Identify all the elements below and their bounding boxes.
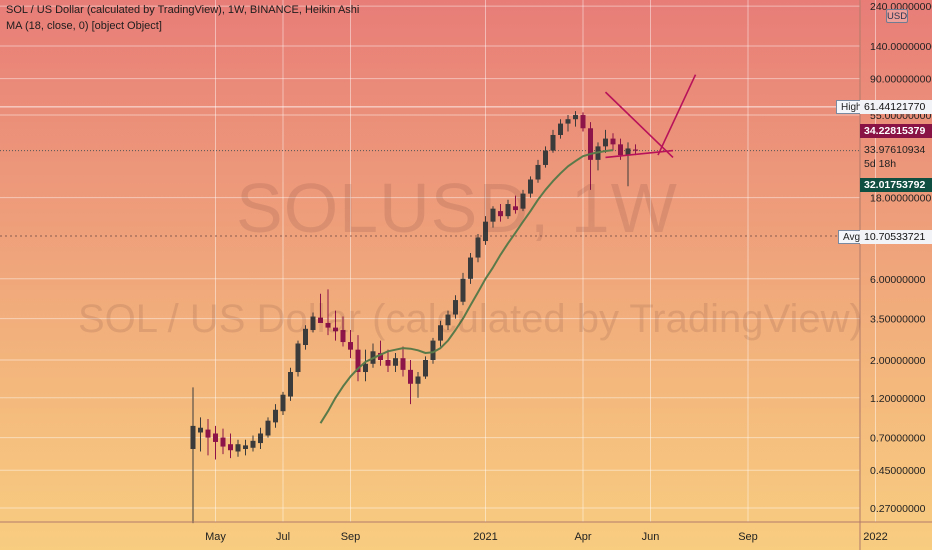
candle-body [475, 237, 481, 258]
candle-body [355, 349, 361, 373]
candle-body [543, 150, 548, 165]
y-tick-label: 1.20000000 [870, 393, 926, 405]
trendline-drawing[interactable] [657, 74, 697, 156]
y-tick-label: 90.00000000 [870, 74, 931, 86]
candle-body [513, 206, 518, 211]
x-tick-label: Sep [738, 531, 758, 543]
candle-body [565, 119, 571, 124]
candle-body [415, 376, 421, 384]
x-tick-label: Jun [642, 531, 660, 543]
indicator-legend[interactable]: MA (18, close, 0) [object Object] [6, 20, 162, 32]
candle-body [190, 425, 196, 449]
y-tick-label: 0.45000000 [870, 465, 926, 477]
candle-body [445, 314, 451, 326]
candle-body [573, 115, 578, 120]
candle-body [310, 316, 316, 331]
candle-body [250, 440, 256, 448]
candle-body [498, 211, 503, 217]
candle-body [363, 363, 368, 373]
trendline-drawing[interactable] [604, 91, 674, 159]
candle-body [295, 343, 301, 373]
candle-body [460, 278, 466, 302]
y-tick-label: 140.00000000 [870, 41, 932, 53]
candle-body [318, 317, 323, 323]
candle-body [468, 257, 473, 279]
candle-body [423, 359, 428, 377]
candle-body [520, 193, 526, 209]
y-tick-label: 18.00000000 [870, 193, 931, 205]
currency-badge[interactable]: USD [886, 9, 908, 23]
candle-body [505, 204, 511, 217]
countdown-label: 5d 18h [864, 158, 897, 170]
candle-body [490, 208, 496, 222]
candle-body [603, 138, 608, 147]
candle-body [303, 328, 308, 346]
trendline-drawing[interactable] [605, 149, 674, 159]
candle-body [205, 429, 211, 438]
candle-body [580, 115, 586, 129]
x-tick-label: Sep [341, 531, 361, 543]
candle-body [333, 327, 338, 332]
y-tick-label: 240.00000000 [870, 1, 932, 13]
candle-body [280, 394, 286, 412]
candle-body [243, 445, 248, 449]
high-line-tag: High [836, 100, 867, 114]
high-price-label: 61.44121770 [860, 100, 932, 114]
candle-body [385, 359, 391, 366]
candle-body [528, 179, 533, 194]
y-tick-label: 0.27000000 [870, 503, 926, 515]
candle-body [265, 420, 271, 436]
y-tick-label: 3.50000000 [870, 314, 926, 326]
candle-body [400, 358, 406, 370]
candle-body [378, 352, 383, 360]
candle-body [483, 221, 488, 242]
candle-body [235, 444, 241, 452]
candle-body [610, 138, 616, 145]
x-tick-label: 2021 [473, 531, 497, 543]
candle-body [258, 433, 263, 444]
candle-body [430, 340, 436, 360]
low-price-label: 32.01753792 [860, 178, 932, 192]
candle-body [393, 358, 398, 366]
avg-price-label: 10.70533721 [860, 230, 932, 244]
x-tick-label: May [205, 531, 226, 543]
candle-body [535, 164, 541, 180]
x-tick-label: Apr [574, 531, 591, 543]
y-tick-label: 0.70000000 [870, 433, 926, 445]
last-price-label: 33.97610934 [864, 144, 926, 156]
candle-body [288, 372, 293, 397]
avg-line-tag: Avg [838, 230, 866, 244]
candle-body [453, 300, 458, 315]
moving-average-line [319, 149, 614, 424]
candle-body [220, 437, 226, 447]
y-tick-label: 6.00000000 [870, 274, 926, 286]
candle-body [340, 330, 346, 343]
candle-body [198, 427, 203, 433]
candle-body [213, 433, 218, 442]
candle-body [348, 342, 353, 350]
candle-body [408, 369, 413, 384]
candle-body [633, 149, 638, 151]
chart-title[interactable]: SOL / US Dollar (calculated by TradingVi… [6, 4, 360, 16]
candle-body [550, 134, 556, 151]
candle-body [588, 128, 593, 160]
candle-body [273, 409, 278, 423]
candle-body [558, 123, 563, 135]
candle-body [618, 144, 623, 156]
candle-body [438, 325, 443, 341]
x-tick-label: 2022 [863, 531, 887, 543]
y-tick-label: 2.00000000 [870, 355, 926, 367]
candle-body [625, 148, 631, 156]
x-tick-label: Jul [276, 531, 290, 543]
ma-price-label: 34.22815379 [860, 124, 932, 138]
candle-body [228, 444, 233, 451]
candle-body [325, 322, 331, 328]
